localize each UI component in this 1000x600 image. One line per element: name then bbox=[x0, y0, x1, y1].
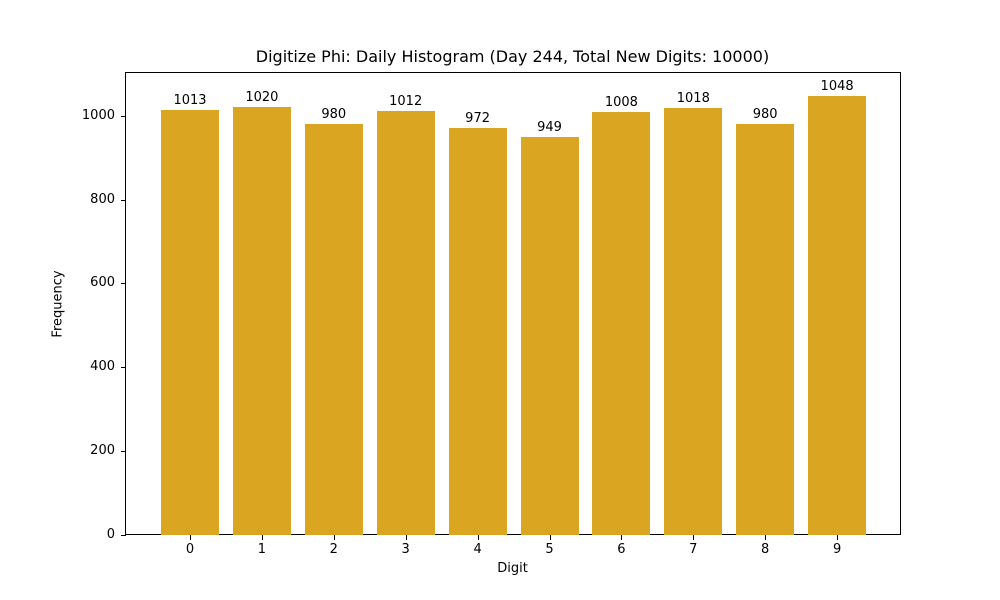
bar-digit-0 bbox=[161, 110, 219, 535]
bar-value-label: 949 bbox=[537, 120, 562, 136]
bar-digit-9 bbox=[808, 95, 867, 535]
bar-value-label: 1018 bbox=[676, 91, 710, 107]
x-tick-label: 9 bbox=[832, 542, 842, 557]
y-tick-label: 800 bbox=[90, 191, 115, 207]
plot-area: 1013 0 1020 1 980 2 1012 3 972 4 949 5 1008 6 1018 7 980… bbox=[82, 72, 901, 557]
bar-value-label: 1008 bbox=[604, 95, 638, 111]
y-tick bbox=[121, 535, 126, 536]
x-tick-label: 1 bbox=[257, 542, 267, 557]
bar-value-label: 1012 bbox=[389, 93, 423, 109]
y-tick-label: 400 bbox=[90, 359, 115, 375]
y-tick bbox=[121, 451, 126, 453]
x-tick bbox=[261, 535, 263, 540]
x-tick bbox=[837, 535, 839, 540]
bar-digit-5 bbox=[520, 137, 579, 535]
x-tick bbox=[765, 535, 767, 540]
bar-digit-4 bbox=[448, 127, 507, 535]
y-tick bbox=[121, 367, 126, 369]
y-tick-label: 200 bbox=[90, 443, 115, 459]
x-tick-label: 3 bbox=[401, 542, 410, 557]
y-tick-label: 600 bbox=[90, 275, 115, 291]
x-tick bbox=[621, 535, 623, 540]
x-tick-label: 7 bbox=[689, 542, 698, 557]
bar-digit-6 bbox=[592, 112, 651, 535]
y-tick-label: 0 bbox=[106, 527, 115, 542]
bar-digit-1 bbox=[232, 107, 291, 535]
y-axis-label: Frequency bbox=[50, 270, 66, 338]
bar-value-label: 972 bbox=[465, 110, 490, 126]
x-tick-label: 0 bbox=[185, 542, 195, 557]
x-tick bbox=[477, 535, 479, 540]
x-tick bbox=[693, 535, 695, 540]
bar-digit-2 bbox=[304, 124, 363, 535]
x-tick bbox=[405, 535, 407, 540]
x-tick-label: 4 bbox=[473, 542, 482, 557]
x-tick-label: 2 bbox=[329, 542, 338, 557]
x-tick-label: 8 bbox=[761, 542, 770, 557]
x-tick-label: 6 bbox=[617, 542, 626, 557]
bar-digit-7 bbox=[664, 108, 723, 535]
y-tick-label: 1000 bbox=[81, 107, 115, 123]
y-tick bbox=[121, 199, 126, 201]
x-tick bbox=[549, 535, 551, 540]
bar-value-label: 1020 bbox=[245, 90, 279, 106]
bar-value-label: 1048 bbox=[820, 78, 854, 94]
chart-title: Digitize Phi: Daily Histogram (Day 244, … bbox=[255, 47, 770, 66]
x-axis-label: Digit bbox=[497, 561, 528, 576]
bar-digit-3 bbox=[376, 110, 435, 535]
bar-value-label: 1013 bbox=[173, 93, 207, 109]
bar-digit-8 bbox=[736, 124, 795, 535]
y-tick bbox=[121, 283, 126, 285]
x-tick bbox=[190, 535, 191, 540]
y-tick bbox=[121, 115, 126, 117]
x-tick bbox=[333, 535, 335, 540]
bar-value-label: 980 bbox=[321, 107, 347, 123]
x-tick-label: 5 bbox=[545, 542, 554, 557]
bar-value-label: 980 bbox=[752, 107, 778, 123]
